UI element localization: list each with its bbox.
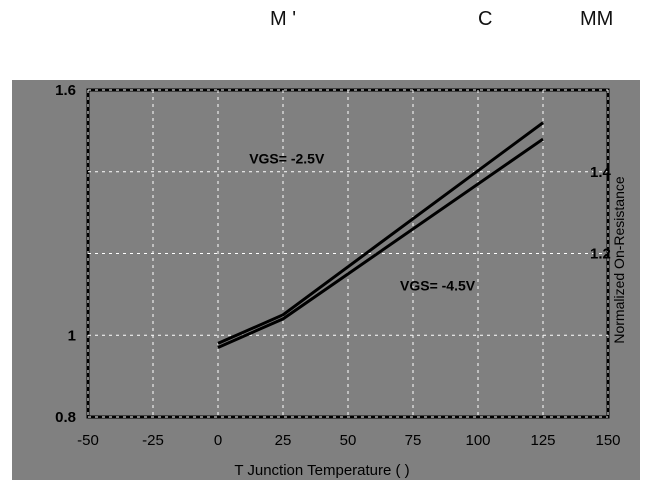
header-fragment: C <box>478 8 493 30</box>
y-tick-label-left: 0.8 <box>55 409 76 426</box>
x-tick-label: 0 <box>214 432 222 449</box>
y-tick-label-right: 1.4 <box>590 164 612 181</box>
series-line-2 <box>217 137 544 349</box>
series-label-2: VGS= -4.5V <box>400 277 476 293</box>
x-tick-label: 50 <box>340 432 357 449</box>
y-tick-label-left: 1 <box>68 327 76 344</box>
series-label-1: VGS= -2.5V <box>249 151 325 167</box>
chart-background <box>12 80 640 480</box>
y-axis-title: Normalized On-Resistance <box>611 176 627 343</box>
y-tick-label-right: 1.2 <box>590 246 611 263</box>
series-line-1 <box>217 121 544 345</box>
x-tick-label: 125 <box>530 432 555 449</box>
header-fragment: MM <box>580 8 614 30</box>
x-tick-label: -25 <box>142 432 164 449</box>
x-tick-label: 75 <box>405 432 422 449</box>
chart: -50 -25 0 25 50 75 100 125 150 1.6 1 0.8 1.4 1.2 VGS… <box>12 80 640 480</box>
x-tick-label: 25 <box>275 432 292 449</box>
x-tick-label: 100 <box>465 432 490 449</box>
y-tick-label-left: 1.6 <box>55 82 76 99</box>
x-tick-label: 150 <box>595 432 620 449</box>
header-fragment: M ' <box>270 8 297 30</box>
x-tick-label: -50 <box>77 432 99 449</box>
x-axis-title: T Junction Temperature ( ) <box>234 462 409 479</box>
